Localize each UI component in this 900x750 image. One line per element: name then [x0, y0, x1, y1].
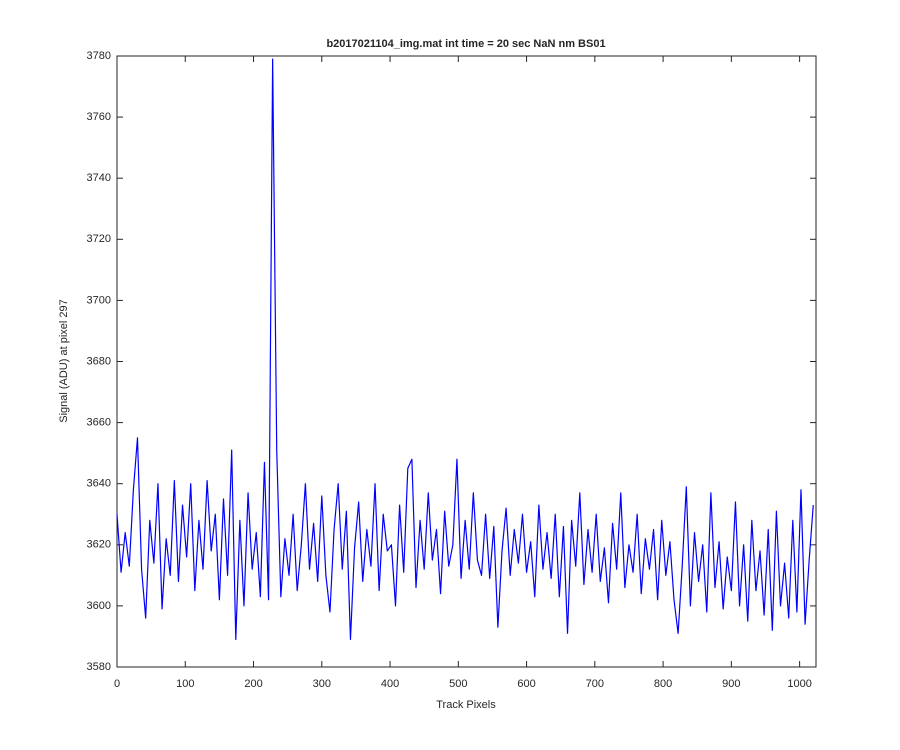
x-tick-label: 0	[114, 678, 120, 690]
y-tick-label: 3720	[87, 233, 111, 245]
y-tick-label: 3700	[87, 294, 111, 306]
chart-title: b2017021104_img.mat int time = 20 sec Na…	[326, 38, 605, 50]
x-tick-label: 600	[517, 678, 535, 690]
y-tick-label: 3660	[87, 417, 111, 429]
y-tick-label: 3680	[87, 355, 111, 367]
y-tick-label: 3760	[87, 111, 111, 123]
y-tick-label: 3780	[87, 50, 111, 62]
x-tick-label: 200	[244, 678, 262, 690]
x-tick-label: 700	[586, 678, 604, 690]
x-tick-label: 100	[176, 678, 194, 690]
x-tick-label: 1000	[787, 678, 811, 690]
x-tick-label: 900	[722, 678, 740, 690]
plot-box	[116, 55, 817, 668]
x-axis-label: Track Pixels	[436, 699, 496, 711]
x-tick-label: 400	[381, 678, 399, 690]
y-tick-label: 3600	[87, 600, 111, 612]
y-axis-label: Signal (ADU) at pixel 297	[58, 299, 70, 423]
x-tick-label: 500	[449, 678, 467, 690]
y-tick-label: 3640	[87, 478, 111, 490]
x-tick-label: 300	[313, 678, 331, 690]
y-tick-label: 3740	[87, 172, 111, 184]
y-tick-label: 3620	[87, 539, 111, 551]
x-tick-label: 800	[654, 678, 672, 690]
y-tick-label: 3580	[87, 661, 111, 673]
data-line	[116, 58, 814, 641]
